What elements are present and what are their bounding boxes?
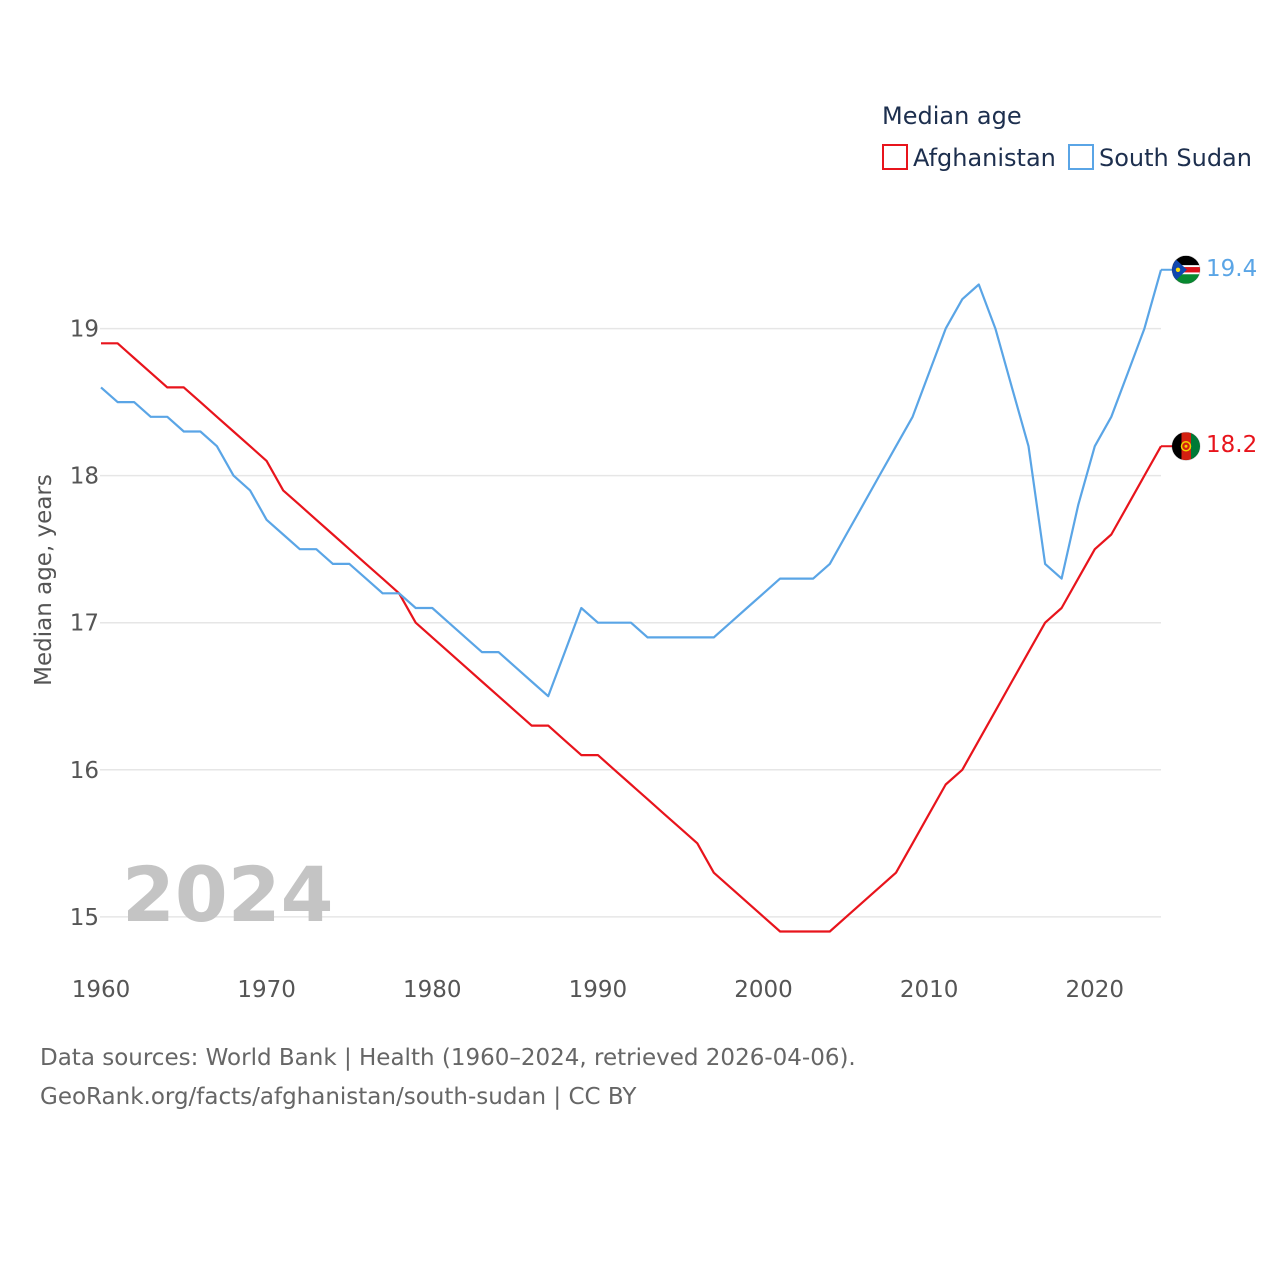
footer-source: Data sources: World Bank | Health (1960–… [40,1045,856,1071]
legend-item-south-sudan[interactable]: South Sudan [1068,144,1252,172]
y-tick-label: 18 [70,464,99,490]
end-value-label: 19.4 [1206,256,1257,282]
end-value-label: 18.2 [1206,432,1257,458]
legend-item-afghanistan[interactable]: Afghanistan [882,144,1056,172]
legend-title: Median age [882,102,1022,130]
series-line-south-sudan[interactable] [100,269,1163,698]
x-tick-label: 2000 [734,977,793,1003]
x-tick-label: 1970 [237,977,296,1003]
south-sudan-flag-icon [1171,255,1201,285]
legend-swatch-south-sudan [1068,144,1094,170]
y-tick-label: 15 [70,905,99,931]
x-tick-label: 1960 [72,977,131,1003]
series-lines [100,269,1163,933]
footer-attribution[interactable]: GeoRank.org/facts/afghanistan/south-suda… [40,1084,637,1110]
x-tick-label: 2010 [900,977,959,1003]
y-axis-ticks: 15 16 17 18 19 [70,317,99,931]
legend-label-south-sudan: South Sudan [1099,144,1252,172]
series-end-markers: 18.2 19.4 [1161,255,1257,461]
current-year-watermark: 2024 [122,850,334,939]
x-axis-ticks: 1960 1970 1980 1990 2000 2010 2020 [72,977,1124,1003]
legend: Median age Afghanistan South Sudan [882,102,1252,172]
x-tick-label: 1980 [403,977,462,1003]
x-tick-label: 1990 [569,977,628,1003]
y-tick-label: 19 [70,317,99,343]
y-axis-label: Median age, years [31,474,57,686]
legend-swatch-afghanistan [882,144,908,170]
legend-label-afghanistan: Afghanistan [913,144,1056,172]
x-tick-label: 2020 [1065,977,1124,1003]
y-tick-label: 16 [70,758,99,784]
series-line-afghanistan[interactable] [101,342,1162,933]
y-tick-label: 17 [70,611,99,637]
afghanistan-flag-icon [1171,431,1201,461]
